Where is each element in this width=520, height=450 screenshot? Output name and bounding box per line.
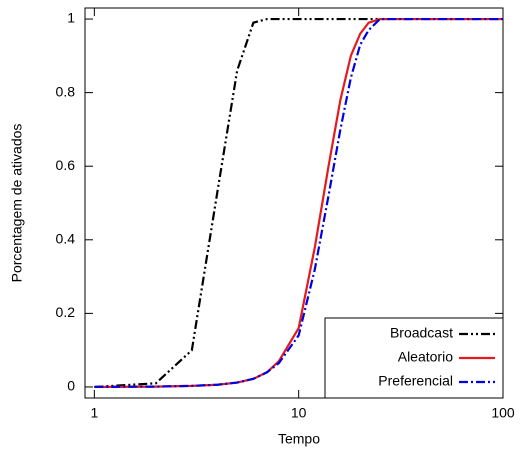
y-axis-label: Porcentagem de ativados [9, 124, 25, 283]
y-tick-label: 0.2 [56, 304, 76, 320]
legend-label: Preferencial [378, 373, 453, 389]
series-line [94, 17, 503, 389]
legend-label: Broadcast [390, 325, 453, 341]
y-tick-label: 0.6 [56, 157, 76, 173]
y-tick-label: 0.8 [56, 83, 76, 99]
series-line [94, 17, 503, 389]
x-tick-label: 100 [491, 405, 515, 421]
plot-frame [84, 7, 504, 399]
legend-label: Aleatorio [398, 349, 453, 365]
y-tick-label: 0.4 [56, 230, 76, 246]
x-tick-label: 10 [291, 405, 307, 421]
y-tick-label: 1 [67, 10, 75, 26]
y-tick-label: 0 [67, 378, 75, 394]
x-axis-label: Tempo [278, 431, 320, 447]
x-tick-label: 1 [90, 405, 98, 421]
